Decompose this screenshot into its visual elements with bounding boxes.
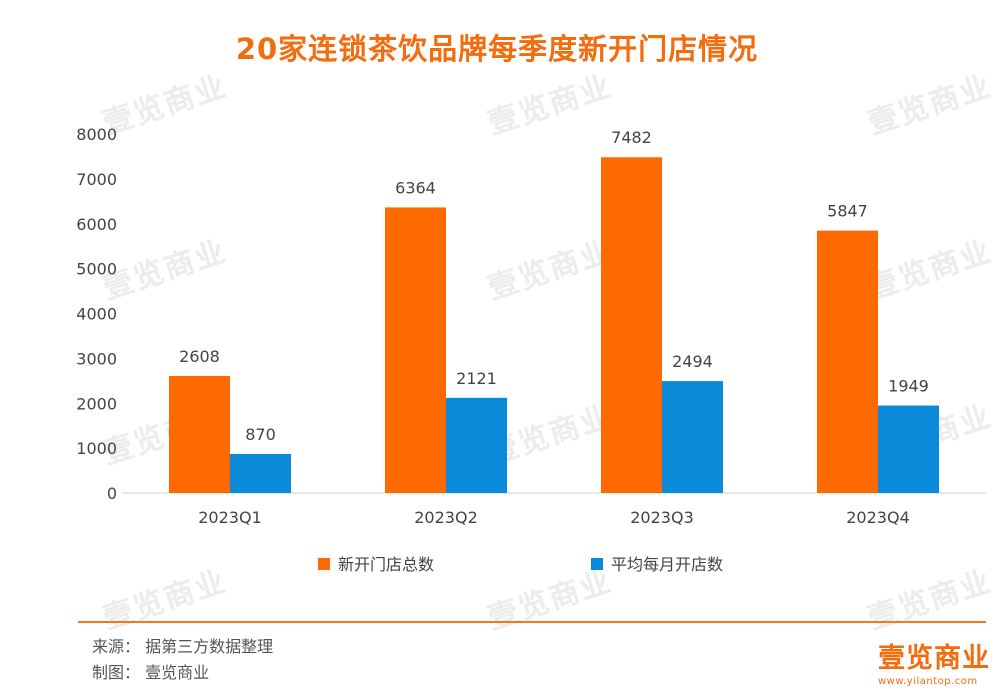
y-tick-label: 5000 [76, 260, 117, 279]
bar [662, 381, 723, 493]
footer-divider [78, 621, 986, 623]
y-tick-label: 8000 [76, 125, 117, 144]
legend-label: 新开门店总数 [338, 555, 434, 574]
source-note: 来源： 据第三方数据整理 [92, 637, 274, 656]
bar [878, 405, 939, 493]
data-label: 2121 [456, 369, 497, 388]
legend-swatch [318, 558, 330, 570]
x-tick-label: 2023Q3 [630, 508, 694, 527]
bar [230, 453, 291, 493]
bar [169, 375, 230, 493]
data-label: 870 [245, 425, 276, 444]
bar-chart: 0 1000 2000 3000 4000 5000 6000 7000 8000 2023Q1 2… [76, 125, 986, 574]
data-label: 2608 [179, 347, 220, 366]
bar [601, 157, 662, 494]
y-tick-label: 1000 [76, 439, 117, 458]
y-tick-label: 0 [107, 484, 117, 503]
y-tick-label: 6000 [76, 215, 117, 234]
bar [446, 397, 507, 493]
chart-title: 20家连锁茶饮品牌每季度新开门店情况 [235, 32, 759, 66]
x-tick-label: 2023Q4 [846, 508, 910, 527]
data-label: 6364 [395, 178, 436, 197]
x-tick-label: 2023Q2 [414, 508, 478, 527]
y-tick-label: 2000 [76, 394, 117, 413]
data-label: 2494 [672, 352, 713, 371]
y-tick-label: 3000 [76, 349, 117, 368]
data-label: 5847 [827, 202, 868, 221]
data-label: 1949 [888, 377, 929, 396]
y-tick-label: 7000 [76, 170, 117, 189]
brand-url: www.yilantop.com [878, 676, 978, 687]
data-label: 7482 [611, 128, 652, 147]
legend-swatch [591, 558, 603, 570]
y-tick-label: 4000 [76, 305, 117, 324]
bar [385, 207, 446, 493]
bar [817, 230, 878, 493]
legend-label: 平均每月开店数 [611, 555, 723, 574]
chart-credit: 制图： 壹览商业 [92, 663, 210, 682]
brand-logo: 壹览商业 [878, 643, 990, 674]
x-tick-label: 2023Q1 [198, 508, 262, 527]
